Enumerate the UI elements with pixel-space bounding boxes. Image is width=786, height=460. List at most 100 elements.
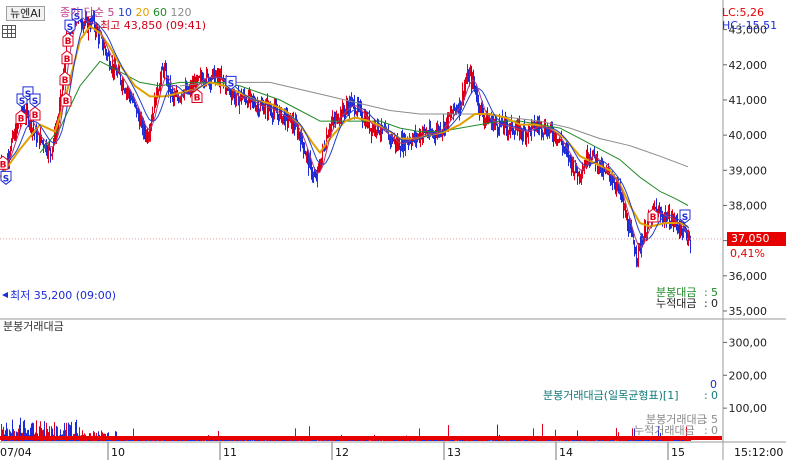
volume-bar <box>205 440 206 441</box>
volume-bar <box>336 439 337 441</box>
candle-body <box>66 37 67 62</box>
candle-body <box>458 109 459 113</box>
candle-body <box>322 149 323 158</box>
grid-icon[interactable] <box>2 25 16 38</box>
sell-signal-marker <box>64 19 76 34</box>
ma-legend-prefix: 종가 단순 <box>60 6 104 19</box>
ichimoku-value: 0 <box>711 389 718 402</box>
candle-body <box>622 197 623 200</box>
candle-body <box>204 80 205 83</box>
volume-bar <box>494 439 495 441</box>
candle-body <box>321 157 322 167</box>
flow-label: 분봉대금 <box>656 286 697 299</box>
candle-body <box>179 98 180 102</box>
ma5-line <box>1 17 690 248</box>
candle-body <box>9 154 10 161</box>
volume-bar <box>679 439 680 441</box>
candle-body <box>172 90 173 95</box>
volume-bar <box>3 426 4 441</box>
volume-bar <box>523 440 524 441</box>
volume-bar <box>250 439 251 441</box>
candle-body <box>159 87 160 91</box>
candle-body <box>620 185 621 196</box>
volume-bar <box>40 421 41 441</box>
candle-body <box>277 112 278 114</box>
candle-body <box>122 81 123 87</box>
volume-bar <box>238 439 239 441</box>
lc-label: LC:5,26 <box>722 6 765 19</box>
candle-body <box>356 111 357 114</box>
candle-body <box>566 146 567 150</box>
volume-bar <box>249 439 250 441</box>
candle-body <box>666 213 667 221</box>
candle-body <box>190 86 191 90</box>
volume-legend-cum-colon: : <box>704 424 708 437</box>
candle-body <box>476 93 477 99</box>
volume-bar <box>52 428 53 441</box>
sell-signal-letter: S <box>682 213 688 223</box>
volume-bar <box>605 439 606 441</box>
candle-body <box>166 69 167 84</box>
volume-bar <box>162 440 163 441</box>
volume-bar <box>589 439 590 441</box>
buy-signal-marker <box>29 106 41 121</box>
candle-body <box>274 105 275 112</box>
candle-body <box>264 110 265 114</box>
volume-bar <box>27 430 28 441</box>
candle-body <box>580 175 581 178</box>
candle-body <box>300 136 301 144</box>
candle-body <box>297 124 298 136</box>
candle-body <box>406 138 407 143</box>
candle-body <box>632 232 633 236</box>
candle-body <box>647 224 648 234</box>
candle-body <box>248 93 249 106</box>
volume-bar <box>225 439 226 441</box>
volume-bar <box>284 439 285 441</box>
cum-value: 0 <box>711 297 718 310</box>
ma120-line <box>179 81 689 168</box>
candle-body <box>443 122 444 131</box>
candle-body <box>150 125 151 133</box>
candle-body <box>478 96 479 108</box>
volume-bar <box>251 440 252 441</box>
x-axis-current-time: 15:12:00 <box>734 446 784 459</box>
volume-bar <box>218 430 219 441</box>
volume-bar <box>87 439 88 441</box>
candle-body <box>239 98 240 106</box>
candle-body <box>339 119 340 122</box>
candle-body <box>495 120 496 123</box>
volume-bar <box>643 439 644 441</box>
candle-body <box>17 125 18 127</box>
volume-bar <box>222 439 223 441</box>
candle-body <box>670 225 671 227</box>
candle-body <box>82 24 83 27</box>
candle-body <box>376 130 377 132</box>
candle-body <box>366 117 367 127</box>
candle-body <box>273 111 274 117</box>
candle-body <box>341 111 342 118</box>
candle-body <box>216 71 217 76</box>
volume-bar <box>24 419 25 441</box>
volume-bar <box>182 439 183 441</box>
volume-bar <box>210 439 211 441</box>
volume-bar <box>540 439 541 441</box>
hc-label: HC:-15,51 <box>722 19 778 32</box>
volume-bar <box>36 420 37 441</box>
stock-tab[interactable]: 뉴엔AI <box>6 6 46 21</box>
candle-body <box>48 146 49 155</box>
candle-body <box>198 76 199 80</box>
candle-body <box>567 149 568 151</box>
candle-body <box>455 108 456 110</box>
candle-body <box>482 107 483 115</box>
buy-signal-letter: B <box>32 111 39 121</box>
candle-body <box>396 141 397 147</box>
volume-bar <box>615 440 616 441</box>
sell-signal-letter: S <box>25 90 31 100</box>
volume-bar <box>658 425 659 441</box>
sell-signal-letter: S <box>32 97 38 107</box>
candle-body <box>460 100 461 110</box>
current-price-box: 37,050 <box>727 232 786 246</box>
candle-body <box>55 131 56 138</box>
time-tick-label-14: 14 <box>559 446 573 459</box>
candle-body <box>371 128 372 135</box>
